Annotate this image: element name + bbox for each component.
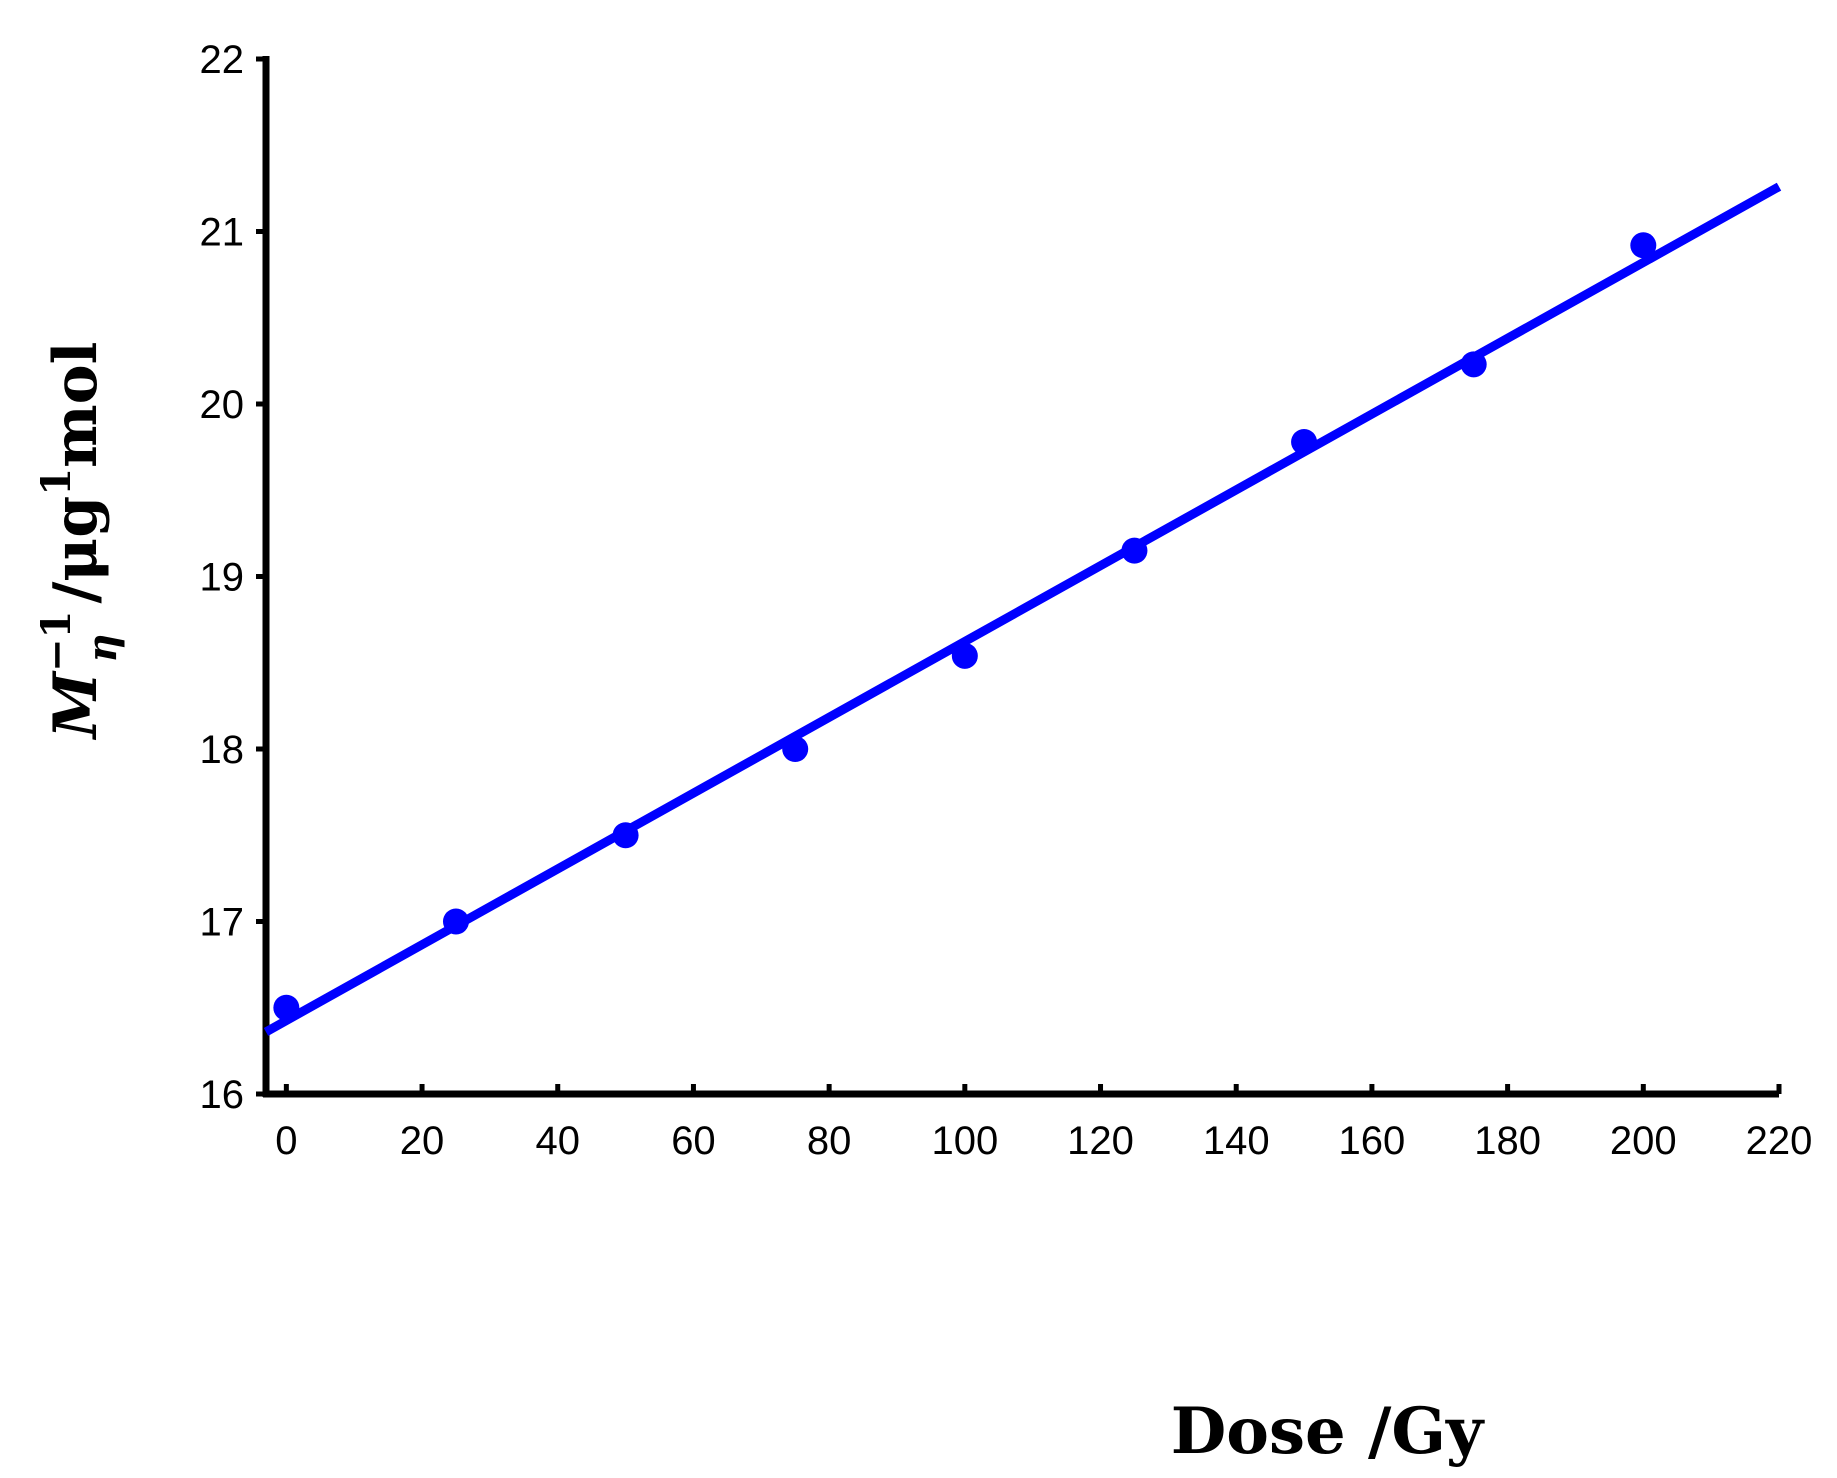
y-tick-label: 17: [200, 901, 245, 945]
data-point: [1630, 232, 1657, 259]
y-axis-title-subscript: η: [79, 634, 126, 663]
y-axis-title-unit-superscript: 1: [33, 468, 80, 496]
y-axis-title-base: M: [41, 670, 111, 740]
axes: [262, 56, 1779, 1098]
data-point: [612, 822, 639, 849]
data-point: [1121, 537, 1148, 564]
y-tick-label: 16: [200, 1073, 245, 1117]
x-tick-label: 180: [1474, 1119, 1541, 1163]
data-point: [1460, 351, 1487, 378]
x-tick-label: 120: [1067, 1119, 1134, 1163]
x-tick-label: 200: [1610, 1119, 1677, 1163]
data-point: [442, 908, 469, 935]
fit-line: [263, 182, 1782, 1036]
data-point: [951, 642, 978, 669]
data-point: [273, 994, 300, 1021]
data-points: [273, 232, 1657, 1021]
y-tick-label: 18: [200, 728, 245, 772]
y-axis-title-unit-prefix: /μg: [41, 496, 111, 604]
y-tick-label: 19: [200, 556, 245, 600]
x-tick-label: 160: [1339, 1119, 1406, 1163]
x-tick-label: 140: [1203, 1119, 1270, 1163]
y-tick-label: 21: [200, 211, 245, 255]
data-point: [1291, 428, 1318, 455]
y-axis-title-superscript: −1: [33, 611, 80, 672]
x-tick-label: 100: [931, 1119, 998, 1163]
data-point: [782, 736, 809, 762]
x-axis-title: Dose /Gy: [1171, 1394, 1485, 1469]
y-axis-title-unit-suffix: mol: [41, 342, 111, 468]
x-tick-label: 80: [807, 1119, 852, 1163]
x-tick-label: 40: [535, 1119, 580, 1163]
y-ticks: 16 17 18 19 20 21 22: [200, 38, 266, 1117]
y-axis-title: M−1η/μg1mol: [33, 342, 126, 741]
x-tick-label: 20: [400, 1119, 445, 1163]
x-tick-label: 220: [1746, 1119, 1813, 1163]
y-tick-label: 22: [200, 38, 245, 82]
y-tick-label: 20: [200, 383, 245, 427]
x-tick-label: 0: [275, 1119, 297, 1163]
x-ticks: 0 20 40 60 80 100 120 140 160 180 200 220: [275, 1084, 1812, 1163]
x-tick-label: 60: [671, 1119, 716, 1163]
fit-line-group: [263, 182, 1782, 1036]
